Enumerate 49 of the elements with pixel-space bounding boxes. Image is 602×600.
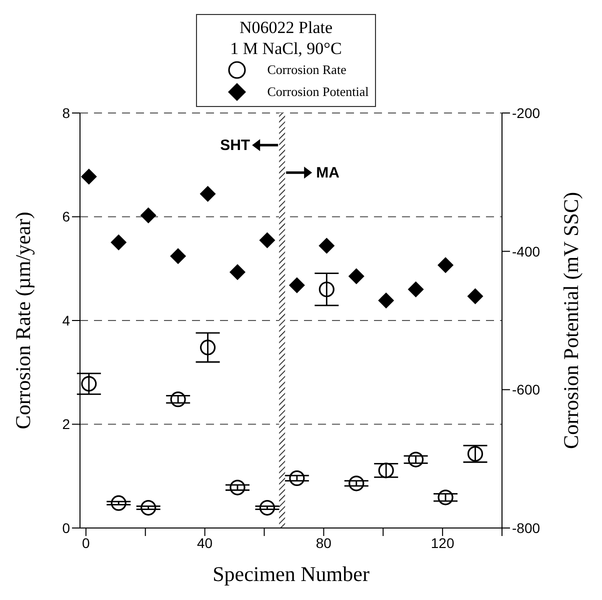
y2-tick-label: -600 [512,382,540,398]
point [318,282,334,298]
y-tick-label: 2 [62,416,70,432]
x-tick-label: 0 [82,534,90,551]
legend-title: N06022 Plate 1 M NaCl, 90°C [229,17,343,59]
point [140,500,156,516]
point [230,264,246,280]
point [408,281,424,298]
point [348,268,364,284]
annotation: SHT [220,137,250,154]
point [259,232,276,248]
point [140,207,156,224]
y-tick-label: 4 [62,312,70,328]
annotation: MA [316,164,340,182]
point [110,495,126,511]
point [259,500,276,516]
point [378,292,394,308]
point [230,480,246,496]
y-tick-label: 6 [62,208,70,225]
x-tick-label: 40 [197,534,213,551]
point [170,392,186,408]
point [200,340,216,356]
point [348,476,364,492]
legend-label: Corrosion Rate [267,61,346,79]
y2-tick-label: -400 [512,243,540,260]
y2-tick-label: -800 [512,520,540,536]
y2-axis-title: Corrosion Potential (mV SSC) [559,192,583,449]
y-axis-title: Corrosion Rate (µm/year) [11,212,35,430]
y-tick-label: 0 [62,520,70,536]
point [467,288,484,304]
x-axis-title: Specimen Number [212,562,370,586]
point [81,376,97,392]
y-tick-label: 8 [62,104,70,121]
point [378,462,394,478]
point [289,470,305,486]
point [170,248,186,264]
point [110,234,127,250]
point [438,490,454,506]
point [438,257,454,274]
point [80,168,97,185]
point [467,446,484,462]
point [408,452,424,468]
legend-label: Corrosion Potential [267,83,369,101]
x-tick-label: 80 [316,534,332,551]
x-tick-label: 120 [430,534,454,551]
point [200,186,216,202]
y2-tick-label: -200 [512,104,540,121]
point [288,277,305,294]
point [318,238,335,254]
